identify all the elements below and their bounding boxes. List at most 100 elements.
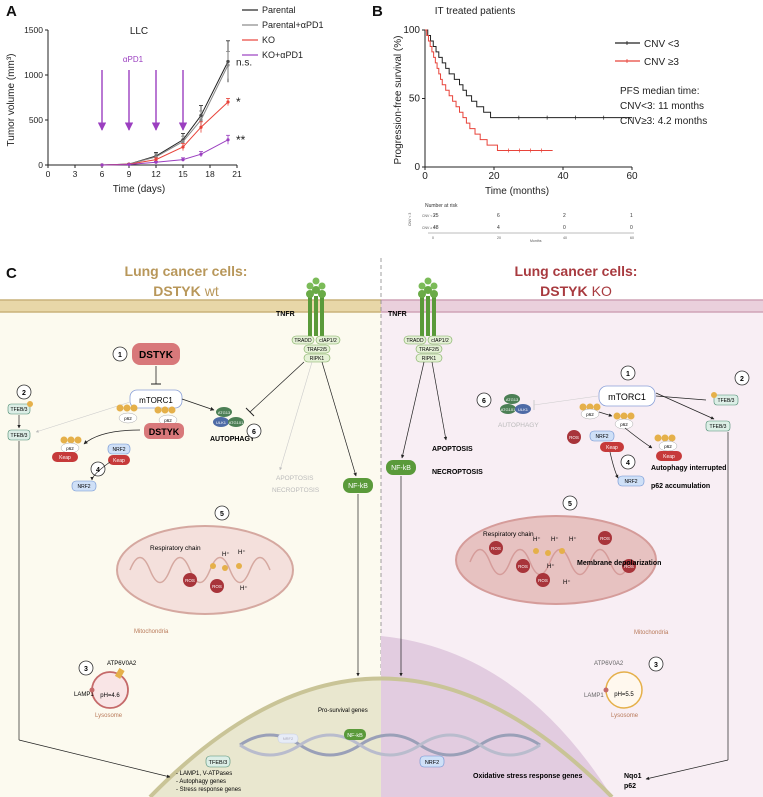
left-atg13: ATG13	[218, 410, 231, 415]
right-step-2: 2	[740, 376, 744, 383]
risk-r2-v1: 4	[497, 225, 500, 231]
chart-a-legend-entry: KO	[262, 35, 275, 45]
nucleus-nrf2: NRF2	[425, 760, 439, 766]
right-traf: TRAF2/5	[419, 347, 439, 353]
chart-a-xtick-label: 12	[151, 169, 161, 179]
risk-r1-v2: 2	[563, 213, 566, 219]
right-tfeb-p: TFEB/3	[718, 398, 735, 404]
left-ripk: RIPK1	[310, 356, 325, 362]
left-title-suffix: wt	[204, 283, 219, 299]
right-ciap: cIAP1/2	[431, 338, 449, 344]
chart-b-km-curve	[425, 29, 632, 119]
left-traf: TRAF2/5	[307, 347, 327, 353]
right-title-line1: Lung cancer cells:	[515, 263, 638, 279]
chart-a-legend-entry: Parental	[262, 5, 296, 15]
right-apoptosis: APOPTOSIS	[432, 446, 473, 453]
chart-b-xtick-label: 0	[422, 171, 428, 182]
chart-a-xlabel: Time (days)	[113, 184, 165, 195]
chart-a-point	[181, 140, 185, 144]
chart-a-point	[154, 158, 158, 162]
right-hplus-3: H⁺	[569, 536, 577, 543]
prosurvival-genes: Pro-survival genes	[318, 708, 368, 714]
left-title-gene: DSTYK	[153, 283, 200, 299]
right-ros-a: ROS	[569, 435, 579, 440]
chart-a-point	[226, 138, 230, 142]
chart-a-xtick-label: 9	[127, 169, 132, 179]
right-step-4: 4	[626, 460, 630, 467]
left-ciap: cIAP1/2	[319, 338, 337, 344]
chart-b-legend-entry: CNV <3	[644, 39, 680, 50]
risk-tick-3: 60	[630, 236, 634, 240]
chart-b-xlabel: Time (months)	[485, 186, 549, 197]
chart-a-point	[226, 63, 230, 67]
risk-r2-v2: 0	[563, 225, 566, 231]
right-ros-e: ROS	[538, 578, 548, 583]
right-autophagy-interrupted: Autophagy interrupted	[651, 465, 726, 472]
pfs-line-2: CNV≥3: 4.2 months	[620, 116, 707, 127]
left-step-3: 3	[84, 666, 88, 673]
right-tnfr-label: TNFR	[388, 311, 407, 318]
chart-a-xtick-label: 18	[205, 169, 215, 179]
chart-b-xtick-label: 60	[626, 171, 638, 182]
right-ph: pH=5.5	[614, 692, 634, 698]
nucleus-nrf2-faded: NRF2	[283, 736, 294, 741]
left-mtorc1-label: mTORC1	[139, 396, 173, 405]
right-mtorc1	[598, 385, 656, 407]
chart-a-ytick-label: 500	[29, 115, 43, 125]
right-keap-a: Keap	[606, 445, 618, 451]
nucleus-nfkb: NF-kB	[347, 733, 363, 739]
right-keap-b: Keap	[663, 454, 675, 460]
chart-a-ylabel: Tumor volume (mm³)	[6, 54, 17, 147]
left-tnfr-label: TNFR	[276, 311, 295, 318]
risk-tick-2: 40	[563, 236, 567, 240]
right-hplus-1: H⁺	[533, 536, 541, 543]
left-title-line2: DSTYK wt	[153, 283, 219, 299]
left-lamp1: LAMP1	[74, 692, 94, 698]
right-p62-cluster: p62 p62	[579, 403, 635, 430]
chart-b-ytick-label: 100	[403, 25, 420, 36]
risk-row-2-label: CNV ≥ 3	[422, 226, 435, 230]
pfs-line-1: CNV<3: 11 months	[620, 101, 704, 112]
chart-a-point	[199, 118, 203, 122]
left-atg101: ATG101	[229, 420, 244, 425]
chart-a-point	[154, 160, 158, 164]
chart-a-point	[199, 125, 203, 129]
chart-a-xtick-label: 21	[232, 169, 242, 179]
left-resp-chain: Respiratory chain	[150, 545, 201, 552]
right-p62-a: p62	[586, 412, 594, 417]
right-ulk1: ULK1	[518, 407, 529, 412]
right-p62-c: p62	[664, 444, 672, 449]
right-mtorc1-label: mTORC1	[608, 392, 646, 402]
chart-a-point	[100, 163, 104, 167]
left-step-6: 6	[252, 429, 256, 436]
chart-a-point	[127, 162, 131, 167]
chart-b-ylabel: Progression-free survival (%)	[393, 36, 404, 165]
chart-a-point	[181, 145, 185, 149]
right-p62-accumulation: p62 accumulation	[651, 483, 710, 490]
nucleus-tfeb: TFEB/3	[209, 760, 228, 766]
right-title-suffix: KO	[592, 283, 612, 299]
chart-a-xtick-label: 0	[46, 169, 51, 179]
risk-r1-v3: 1	[630, 213, 633, 219]
left-apoptosis: APOPTOSIS	[276, 475, 314, 482]
left-ph: pH=4.6	[100, 693, 120, 699]
chart-a-plot: 0 3 6 9 12 15 18 21 0 500 1000 1500 Parental Parental…	[24, 5, 323, 179]
right-tradd: TRADD	[406, 338, 424, 344]
chart-a-legend-entry: Parental+αPD1	[262, 20, 324, 30]
chart-b-ytick-label: 50	[409, 94, 421, 105]
left-tfeb: TFEB/3	[11, 433, 28, 439]
pfs-title: PFS median time:	[620, 86, 699, 97]
chart-b-legend-entry: CNV ≥3	[644, 57, 679, 68]
left-step-1: 1	[118, 352, 122, 359]
right-title-line2: DSTYK KO	[540, 283, 612, 299]
chart-a-significance: **	[236, 133, 246, 147]
left-step-5: 5	[220, 511, 224, 518]
left-dstyk-small	[144, 423, 184, 439]
right-resp-chain: Respiratory chain	[483, 531, 534, 538]
chart-a-point	[181, 158, 185, 162]
risk-r1-v1: 6	[497, 213, 500, 219]
risk-table: Number at risk CNV < 3 CNV < 3 CNV ≥ 3 2…	[408, 203, 634, 243]
chart-a-series-line	[101, 101, 229, 166]
right-nrf2-a: NRF2	[595, 434, 608, 440]
chart-a-legend-entry: KO+αPD1	[262, 50, 303, 60]
